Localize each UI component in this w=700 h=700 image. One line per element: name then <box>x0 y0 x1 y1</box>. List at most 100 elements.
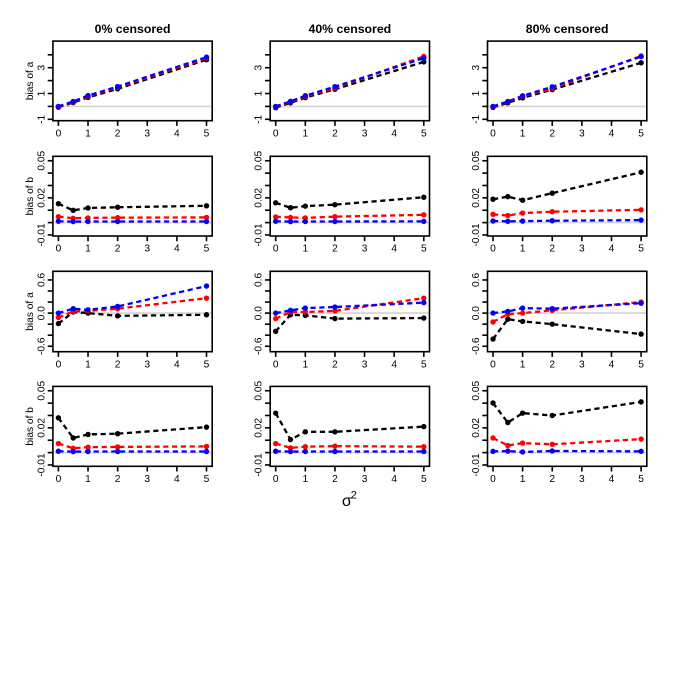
svg-text:bias of b: bias of b <box>25 407 36 446</box>
svg-text:-0.01: -0.01 <box>471 223 482 247</box>
svg-text:3: 3 <box>362 474 368 485</box>
svg-text:1: 1 <box>85 359 91 370</box>
svg-text:1: 1 <box>36 90 47 96</box>
svg-text:4: 4 <box>391 244 397 255</box>
svg-text:-0.6: -0.6 <box>36 337 47 355</box>
svg-text:4: 4 <box>609 359 615 370</box>
svg-text:0: 0 <box>56 128 62 139</box>
svg-text:-0.01: -0.01 <box>254 453 265 477</box>
svg-text:0.02: 0.02 <box>36 188 47 208</box>
svg-text:5: 5 <box>204 244 210 255</box>
svg-text:0: 0 <box>273 359 279 370</box>
svg-text:2: 2 <box>332 474 338 485</box>
svg-text:5: 5 <box>421 359 427 370</box>
svg-text:4: 4 <box>609 244 615 255</box>
svg-text:3: 3 <box>144 244 150 255</box>
svg-text:3: 3 <box>579 244 585 255</box>
svg-text:0.02: 0.02 <box>254 418 265 438</box>
svg-text:2: 2 <box>332 359 338 370</box>
svg-text:3: 3 <box>144 359 150 370</box>
svg-text:5: 5 <box>638 359 644 370</box>
svg-text:0.05: 0.05 <box>254 381 265 401</box>
svg-text:-1: -1 <box>254 114 265 123</box>
svg-text:0.05: 0.05 <box>36 151 47 171</box>
svg-text:0: 0 <box>490 244 496 255</box>
svg-text:1: 1 <box>520 359 526 370</box>
svg-text:-1: -1 <box>471 114 482 123</box>
svg-text:5: 5 <box>421 474 427 485</box>
svg-text:0: 0 <box>56 474 62 485</box>
svg-text:4: 4 <box>174 244 180 255</box>
svg-text:5: 5 <box>204 359 210 370</box>
svg-text:0: 0 <box>490 359 496 370</box>
svg-text:1: 1 <box>471 90 482 96</box>
svg-text:5: 5 <box>421 128 427 139</box>
svg-text:3: 3 <box>144 128 150 139</box>
svg-text:5: 5 <box>204 128 210 139</box>
svg-text:1: 1 <box>85 474 91 485</box>
svg-text:4: 4 <box>174 474 180 485</box>
svg-text:1: 1 <box>85 244 91 255</box>
svg-text:3: 3 <box>144 474 150 485</box>
svg-text:5: 5 <box>638 244 644 255</box>
svg-text:3: 3 <box>362 244 368 255</box>
svg-text:3: 3 <box>362 359 368 370</box>
svg-text:0.0: 0.0 <box>254 306 265 320</box>
svg-text:3: 3 <box>579 474 585 485</box>
svg-text:0.05: 0.05 <box>254 151 265 171</box>
svg-text:1: 1 <box>520 474 526 485</box>
svg-text:4: 4 <box>391 128 397 139</box>
svg-text:1: 1 <box>85 128 91 139</box>
svg-text:0: 0 <box>56 359 62 370</box>
svg-text:2: 2 <box>115 244 121 255</box>
svg-text:0: 0 <box>273 244 279 255</box>
svg-text:4: 4 <box>174 359 180 370</box>
svg-text:0.02: 0.02 <box>36 418 47 438</box>
svg-text:2: 2 <box>332 128 338 139</box>
svg-text:-0.01: -0.01 <box>36 223 47 247</box>
svg-text:0% censored: 0% censored <box>95 22 171 36</box>
svg-text:3: 3 <box>362 128 368 139</box>
svg-text:0.02: 0.02 <box>471 418 482 438</box>
svg-text:1: 1 <box>302 474 308 485</box>
svg-text:80% censored: 80% censored <box>526 22 609 36</box>
svg-text:3: 3 <box>471 65 482 71</box>
svg-text:0: 0 <box>273 128 279 139</box>
svg-text:4: 4 <box>174 128 180 139</box>
svg-text:5: 5 <box>638 128 644 139</box>
svg-text:-0.6: -0.6 <box>471 337 482 355</box>
svg-text:5: 5 <box>421 244 427 255</box>
svg-text:1: 1 <box>302 359 308 370</box>
svg-text:4: 4 <box>609 128 615 139</box>
svg-text:σ: σ <box>342 493 352 510</box>
svg-text:0.6: 0.6 <box>254 273 265 287</box>
svg-text:0.05: 0.05 <box>471 151 482 171</box>
svg-text:2: 2 <box>332 244 338 255</box>
svg-text:0.6: 0.6 <box>471 273 482 287</box>
svg-text:0.0: 0.0 <box>471 306 482 320</box>
svg-text:0: 0 <box>490 128 496 139</box>
svg-text:2: 2 <box>549 359 555 370</box>
svg-text:1: 1 <box>302 244 308 255</box>
svg-text:2: 2 <box>549 244 555 255</box>
svg-text:1: 1 <box>520 244 526 255</box>
svg-text:0.6: 0.6 <box>36 273 47 287</box>
svg-text:40% censored: 40% censored <box>308 22 391 36</box>
svg-text:-0.6: -0.6 <box>254 337 265 355</box>
svg-text:-1: -1 <box>36 114 47 123</box>
svg-text:4: 4 <box>391 474 397 485</box>
svg-text:bias of a: bias of a <box>25 292 36 331</box>
svg-text:0.05: 0.05 <box>471 381 482 401</box>
svg-text:2: 2 <box>115 128 121 139</box>
svg-text:bias of a: bias of a <box>25 61 36 100</box>
svg-text:0.05: 0.05 <box>36 381 47 401</box>
svg-text:5: 5 <box>638 474 644 485</box>
svg-text:0.02: 0.02 <box>254 188 265 208</box>
svg-text:2: 2 <box>549 474 555 485</box>
svg-text:0: 0 <box>490 474 496 485</box>
svg-text:bias of b: bias of b <box>25 177 36 216</box>
svg-text:-0.01: -0.01 <box>471 453 482 477</box>
svg-text:-0.01: -0.01 <box>36 453 47 477</box>
svg-text:1: 1 <box>302 128 308 139</box>
svg-text:2: 2 <box>351 490 357 502</box>
